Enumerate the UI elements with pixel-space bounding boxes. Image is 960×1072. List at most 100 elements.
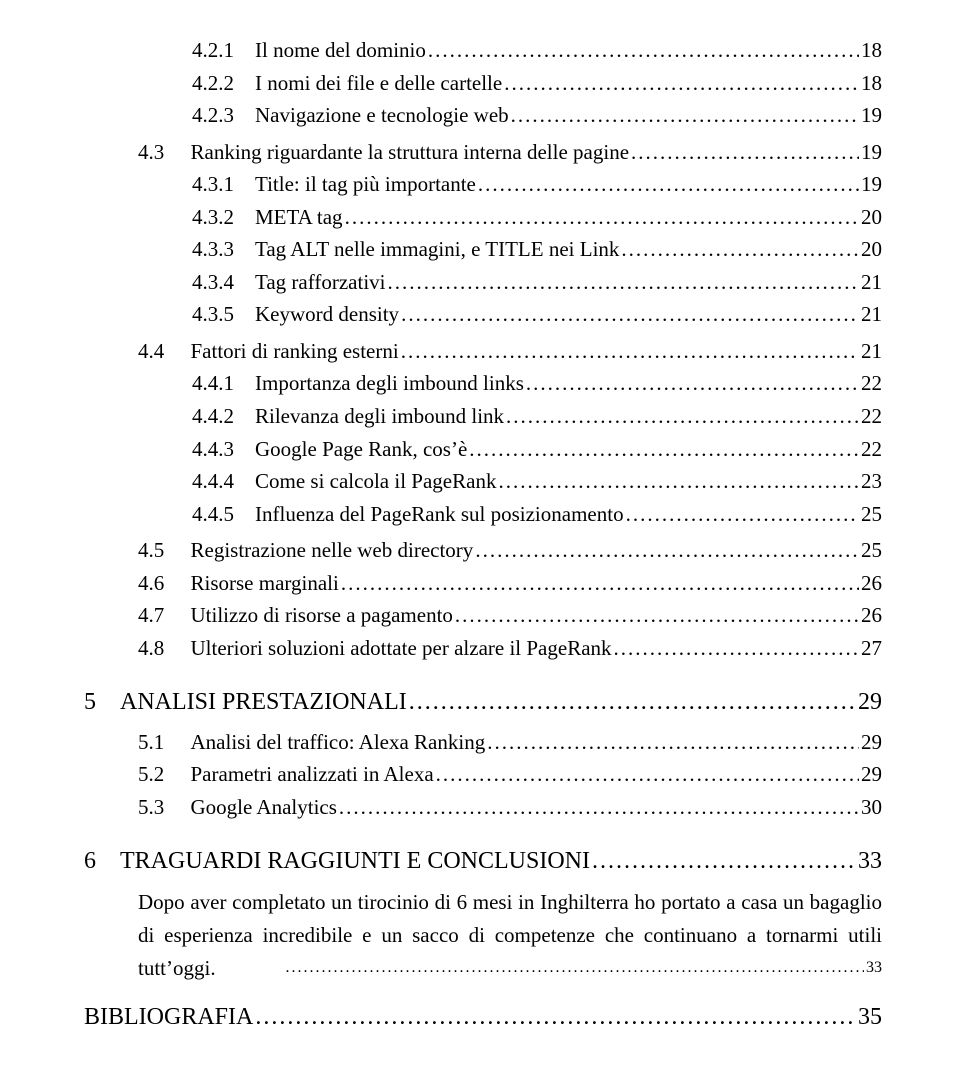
- dot-leader: [345, 201, 859, 234]
- toc-entry-label: 4.6 Risorse marginali: [138, 567, 339, 600]
- toc-entry-page: 21: [861, 335, 882, 368]
- dot-leader: [626, 498, 859, 531]
- toc-entry-label: 4.3.5 Keyword density: [192, 298, 399, 331]
- toc-entry-label: 5.1 Analisi del traffico: Alexa Ranking: [138, 726, 485, 759]
- toc-entry-label: 4.4.3 Google Page Rank, cos’è: [192, 433, 467, 466]
- dot-leader: [401, 335, 859, 368]
- toc-entry: 4.2.2 I nomi dei file e delle cartelle18: [84, 67, 882, 100]
- chapter-6-heading: 6 TRAGUARDI RAGGIUNTI E CONCLUSIONI 33: [84, 843, 882, 880]
- toc-entry: 4.4.1 Importanza degli imbound links 22: [84, 367, 882, 400]
- toc-entry-label: 4.7 Utilizzo di risorse a pagamento: [138, 599, 453, 632]
- toc-entry: 4.3.4 Tag rafforzativi 21: [84, 266, 882, 299]
- toc-entry-label: 4.3.3 Tag ALT nelle immagini, e TITLE ne…: [192, 233, 619, 266]
- dot-leader: [478, 168, 859, 201]
- toc-ch5: 5.1 Analisi del traffico: Alexa Ranking 2…: [84, 726, 882, 824]
- toc-entry: 4.4.4 Come si calcola il PageRank 23: [84, 465, 882, 498]
- toc-entry: 4.3.2 META tag 20: [84, 201, 882, 234]
- toc-entry: 4.3.5 Keyword density 21: [84, 298, 882, 331]
- toc-entry: 5.2 Parametri analizzati in Alexa29: [84, 758, 882, 791]
- toc-entry-label: 4.2.3 Navigazione e tecnologie web: [192, 99, 509, 132]
- biblio-title: IBLIOGRAFIA: [100, 1004, 253, 1030]
- toc-entry-page: 26: [861, 599, 882, 632]
- biblio-page: 35: [858, 999, 882, 1036]
- toc-entry-label: 4.8 Ulteriori soluzioni adottate per alz…: [138, 632, 612, 665]
- chapter-5-title-first: A: [120, 689, 137, 715]
- toc-entry: 4.3.1 Title: il tag più importante 19: [84, 168, 882, 201]
- toc-entry-page: 30: [861, 791, 882, 824]
- dot-leader: [506, 400, 859, 433]
- toc-entry-page: 22: [861, 400, 882, 433]
- toc-entry-label: 4.4 Fattori di ranking esterni: [138, 335, 399, 368]
- dot-leader: [621, 233, 859, 266]
- dot-leader: [498, 465, 859, 498]
- toc-entry: 5.1 Analisi del traffico: Alexa Ranking 2…: [84, 726, 882, 759]
- biblio-title-first: B: [84, 1004, 100, 1030]
- toc-entry-label: 4.2.1 Il nome del dominio: [192, 34, 426, 67]
- toc-entry-label: 4.4.4 Come si calcola il PageRank: [192, 465, 496, 498]
- toc-entry: 4.3 Ranking riguardante la struttura int…: [84, 136, 882, 169]
- toc-entry-label: 4.3.4 Tag rafforzativi: [192, 266, 386, 299]
- toc-entry-page: 23: [861, 465, 882, 498]
- dot-leader: [341, 567, 859, 600]
- toc-entry-label: 4.3 Ranking riguardante la struttura int…: [138, 136, 629, 169]
- dot-leader: [469, 433, 859, 466]
- toc-entry-page: 19: [861, 136, 882, 169]
- dot-leader: [409, 684, 856, 721]
- toc-entry-page: 25: [861, 498, 882, 531]
- toc-entry: 4.2.3 Navigazione e tecnologie web 19: [84, 99, 882, 132]
- toc-entry-page: 25: [861, 534, 882, 567]
- toc-entry-page: 22: [861, 367, 882, 400]
- dot-leader: [526, 367, 859, 400]
- toc-entry: 4.2.1 Il nome del dominio 18: [84, 34, 882, 67]
- dot-leader: [592, 843, 856, 880]
- toc-entry-label: 4.3.1 Title: il tag più importante: [192, 168, 476, 201]
- toc-entry-label: 4.4.1 Importanza degli imbound links: [192, 367, 524, 400]
- chapter-6-page: 33: [858, 843, 882, 880]
- toc-entry: 4.4.5 Influenza del PageRank sul posizio…: [84, 498, 882, 531]
- dot-leader: [339, 791, 859, 824]
- chapter-5-heading: 5 ANALISI PRESTAZIONALI 29: [84, 684, 882, 721]
- dot-leader: [255, 999, 856, 1036]
- toc-entry: 4.4 Fattori di ranking esterni 21: [84, 335, 882, 368]
- chapter-5-title: NALISI PRESTAZIONALI: [137, 689, 406, 715]
- toc-entry-label: 4.4.5 Influenza del PageRank sul posizio…: [192, 498, 624, 531]
- toc-entry-label: 5.3 Google Analytics: [138, 791, 337, 824]
- bibliography-heading: BIBLIOGRAFIA 35: [84, 999, 882, 1036]
- chapter-6-num: 6: [84, 848, 96, 874]
- chapter-6-para-page: 33: [866, 959, 882, 977]
- dot-leader: [631, 136, 859, 169]
- toc-entry: 4.5 Registrazione nelle web directory25: [84, 534, 882, 567]
- toc-main: 4.2.1 Il nome del dominio 184.2.2 I nomi …: [84, 34, 882, 664]
- toc-entry-page: 19: [861, 168, 882, 201]
- toc-entry: 4.8 Ulteriori soluzioni adottate per alz…: [84, 632, 882, 665]
- toc-entry: 4.4.3 Google Page Rank, cos’è 22: [84, 433, 882, 466]
- chapter-6-paragraph-block: Dopo aver completato un tirocinio di 6 m…: [84, 886, 882, 977]
- toc-entry-page: 27: [861, 632, 882, 665]
- toc-entry-page: 20: [861, 201, 882, 234]
- toc-entry-page: 29: [861, 726, 882, 759]
- toc-entry-label: 4.4.2 Rilevanza degli imbound link: [192, 400, 504, 433]
- dot-leader: [436, 758, 859, 791]
- chapter-6-title: RAGUARDI RAGGIUNTI E CONCLUSIONI: [135, 848, 590, 874]
- toc-entry-page: 21: [861, 266, 882, 299]
- toc-entry-page: 20: [861, 233, 882, 266]
- toc-entry-page: 29: [861, 758, 882, 791]
- toc-entry-page: 21: [861, 298, 882, 331]
- dot-leader: [614, 632, 859, 665]
- dot-leader: [487, 726, 859, 759]
- toc-entry: 4.6 Risorse marginali 26: [84, 567, 882, 600]
- dot-leader: [511, 99, 859, 132]
- dot-leader: [401, 298, 859, 331]
- toc-entry-page: 19: [861, 99, 882, 132]
- toc-entry-label: 4.3.2 META tag: [192, 201, 343, 234]
- toc-entry-page: 18: [861, 34, 882, 67]
- toc-entry-page: 26: [861, 567, 882, 600]
- dot-leader: [475, 534, 859, 567]
- toc-entry: 4.7 Utilizzo di risorse a pagamento 26: [84, 599, 882, 632]
- chapter-6-title-first: T: [120, 848, 135, 874]
- dot-leader: [504, 67, 859, 100]
- chapter-5-page: 29: [858, 684, 882, 721]
- toc-entry: 5.3 Google Analytics 30: [84, 791, 882, 824]
- dot-leader: [286, 959, 864, 977]
- toc-entry-page: 22: [861, 433, 882, 466]
